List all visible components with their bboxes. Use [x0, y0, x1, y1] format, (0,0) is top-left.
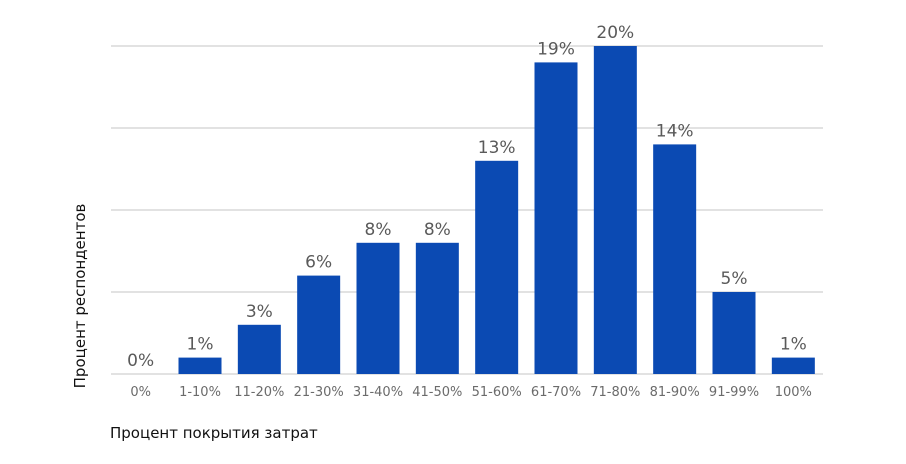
bar-51-60% — [475, 160, 519, 374]
x-tick-label: 100% — [775, 385, 812, 400]
x-tick-label: 31-40% — [353, 385, 403, 400]
x-tick-label: 81-90% — [650, 385, 700, 400]
bar-91-99% — [712, 292, 756, 374]
bar-61-70% — [534, 62, 578, 375]
bar-21-30% — [297, 275, 341, 374]
data-label: 19% — [537, 39, 575, 59]
x-tick-label: 1-10% — [179, 385, 221, 400]
bar-81-90% — [653, 144, 697, 374]
bar-71-80% — [593, 46, 637, 374]
x-axis-title: Процент покрытия затрат — [110, 424, 318, 442]
x-tick-label: 41-50% — [412, 385, 462, 400]
bar-41-50% — [415, 242, 459, 374]
bars — [178, 46, 815, 375]
data-label: 1% — [780, 335, 807, 355]
y-axis-title: Процент респондентов — [71, 204, 89, 389]
x-tick-label: 91-99% — [709, 385, 759, 400]
bar-11-20% — [237, 324, 281, 374]
x-tick-label: 21-30% — [294, 385, 344, 400]
data-label: 5% — [721, 269, 748, 289]
data-label: 14% — [656, 121, 694, 141]
bar-1-10% — [178, 357, 222, 374]
data-label: 0% — [127, 351, 154, 371]
bar-31-40% — [356, 242, 400, 374]
data-label: 8% — [424, 220, 451, 240]
x-tick-label: 51-60% — [472, 385, 522, 400]
x-tick-label: 0% — [130, 385, 151, 400]
data-labels: 0% 1% 3% 6% 8% 8% 13% 19% 20% 14% 5% 1% — [127, 23, 807, 371]
data-label: 1% — [187, 335, 214, 355]
x-tick-label: 71-80% — [590, 385, 640, 400]
bar-100% — [771, 357, 815, 374]
x-tick-label: 11-20% — [234, 385, 284, 400]
data-label: 3% — [246, 302, 273, 322]
data-label: 13% — [478, 138, 516, 158]
data-label: 20% — [596, 23, 634, 43]
data-label: 8% — [365, 220, 392, 240]
data-label: 6% — [305, 253, 332, 273]
x-tick-label: 61-70% — [531, 385, 581, 400]
gridlines — [111, 45, 823, 375]
x-tick-labels: 0% 1-10% 11-20% 21-30% 31-40% 41-50% 51-60% 61-… — [130, 385, 812, 400]
